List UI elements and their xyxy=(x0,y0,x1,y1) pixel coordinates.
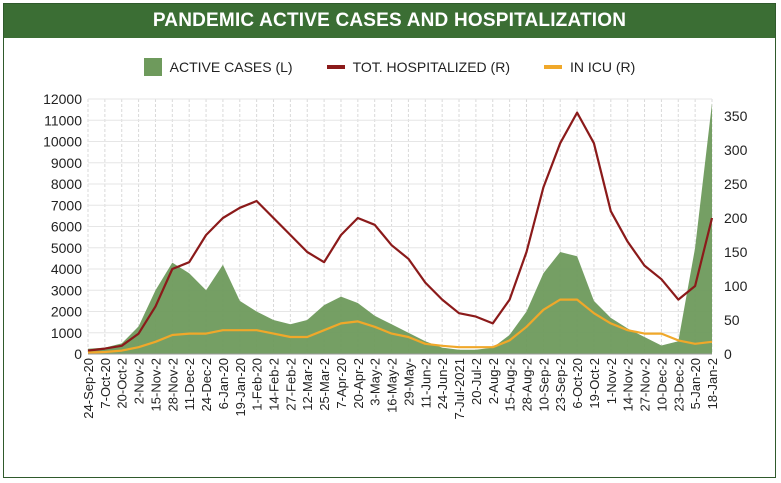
y-left-tick-label: 10000 xyxy=(43,134,82,150)
x-tick-label: 11-Dec-2 xyxy=(182,358,197,411)
legend-label-hospitalized: TOT. HOSPITALIZED (R) xyxy=(352,59,510,75)
x-tick-label: 3-May-2 xyxy=(368,358,383,406)
y-left-tick-label: 3000 xyxy=(51,282,82,298)
x-tick-label: 7-Jul-2021 xyxy=(452,358,467,419)
series-line-tot-hospitalized-r xyxy=(87,111,714,352)
legend-label-icu: IN ICU (R) xyxy=(569,59,636,75)
series-area-active-cases-l xyxy=(88,103,712,354)
x-tick-label: 10-Sep-2 xyxy=(536,358,551,411)
x-tick-label: 7-Oct-20 xyxy=(98,358,113,409)
y-left-tick-label: 7000 xyxy=(51,197,82,213)
x-tick-label: 12-Mar-2 xyxy=(300,358,315,411)
y-left-tick-label: 4000 xyxy=(51,261,82,277)
x-tick-label: 24-Sep-20 xyxy=(81,358,96,419)
x-tick-label: 11-Jun-2 xyxy=(418,358,433,408)
x-tick-label: 1-Nov-2 xyxy=(604,358,619,404)
x-tick-label: 2-Aug-2 xyxy=(486,358,501,404)
x-tick-label: 29-May- xyxy=(401,358,416,406)
x-tick-label: 24-Jun-2 xyxy=(435,358,450,409)
y-right-tick-label: 0 xyxy=(724,346,732,362)
y-right-tick-label: 350 xyxy=(724,108,748,124)
y-left-tick-label: 0 xyxy=(74,346,82,362)
series-line-in-icu-r xyxy=(87,298,713,354)
x-tick-label: 19-Jan-20 xyxy=(233,358,248,417)
y-left-tick-label: 12000 xyxy=(43,91,82,107)
y-left-tick-label: 6000 xyxy=(51,219,82,235)
x-tick-label: 6-Jan-20 xyxy=(216,358,231,409)
legend-label-active-cases: ACTIVE CASES (L) xyxy=(169,59,293,75)
y-right-tick-label: 100 xyxy=(724,278,748,294)
y-left-tick-label: 11000 xyxy=(44,112,82,128)
x-tick-label: 14-Feb-2 xyxy=(267,358,282,411)
y-right-tick-label: 50 xyxy=(724,312,740,328)
y-left-tick-label: 2000 xyxy=(51,304,82,320)
chart-title: PANDEMIC ACTIVE CASES AND HOSPITALIZATIO… xyxy=(4,4,775,38)
x-tick-label: 5-Jan-20 xyxy=(688,358,703,409)
x-tick-label: 27-Nov-2 xyxy=(638,358,653,411)
x-tick-label: 16-May-2 xyxy=(385,358,400,413)
x-tick-label: 23-Sep-2 xyxy=(553,358,568,411)
x-tick-label: 14-Nov-2 xyxy=(621,358,636,411)
x-tick-label: 6-Oct-20 xyxy=(570,358,585,409)
y-right-tick-label: 300 xyxy=(724,142,748,158)
legend-swatch-active-cases xyxy=(143,58,162,76)
y-right-tick-label: 250 xyxy=(724,176,748,192)
x-tick-label: 28-Aug-2 xyxy=(519,358,534,411)
y-right-tick-label: 200 xyxy=(724,210,748,226)
chart-plot: 0100020003000400050006000700080009000100… xyxy=(43,91,748,419)
y-left-tick-label: 5000 xyxy=(51,240,82,256)
x-tick-label: 10-Dec-2 xyxy=(654,358,669,411)
x-tick-label: 25-Mar-2 xyxy=(317,358,332,411)
x-tick-label: 7-Apr-20 xyxy=(334,358,349,409)
chart-legend: ACTIVE CASES (L) TOT. HOSPITALIZED (R) I… xyxy=(4,58,775,76)
x-tick-label: 20-Oct-2 xyxy=(115,358,130,409)
y-left-tick-label: 8000 xyxy=(51,176,82,192)
x-tick-label: 20-Apr-2 xyxy=(351,358,366,409)
y-left-tick-label: 9000 xyxy=(51,155,82,171)
x-tick-label: 18-Jan-2 xyxy=(705,358,720,409)
legend-swatch-hospitalized xyxy=(326,65,345,69)
x-tick-label: 1-Feb-20 xyxy=(250,358,265,411)
x-tick-label: 24-Dec-2 xyxy=(199,358,214,411)
x-tick-label: 19-Oct-2 xyxy=(587,358,602,409)
y-left-tick-label: 1000 xyxy=(51,325,82,341)
legend-item-hospitalized: TOT. HOSPITALIZED (R) xyxy=(326,58,510,76)
x-tick-label: 15-Nov-2 xyxy=(148,358,163,411)
x-tick-label: 23-Dec-2 xyxy=(671,358,686,411)
x-tick-label: 15-Aug-2 xyxy=(503,358,518,411)
legend-item-icu: IN ICU (R) xyxy=(543,58,636,76)
x-tick-label: 27-Feb-2 xyxy=(283,358,298,411)
x-tick-label: 20-Jul-2 xyxy=(469,358,484,405)
x-tick-label: 28-Nov-2 xyxy=(165,358,180,411)
legend-item-active-cases: ACTIVE CASES (L) xyxy=(143,58,293,76)
legend-swatch-icu xyxy=(543,65,562,69)
chart-frame: PANDEMIC ACTIVE CASES AND HOSPITALIZATIO… xyxy=(3,3,776,478)
y-right-tick-label: 150 xyxy=(724,244,748,260)
x-tick-label: 2-Nov-2 xyxy=(132,358,147,404)
